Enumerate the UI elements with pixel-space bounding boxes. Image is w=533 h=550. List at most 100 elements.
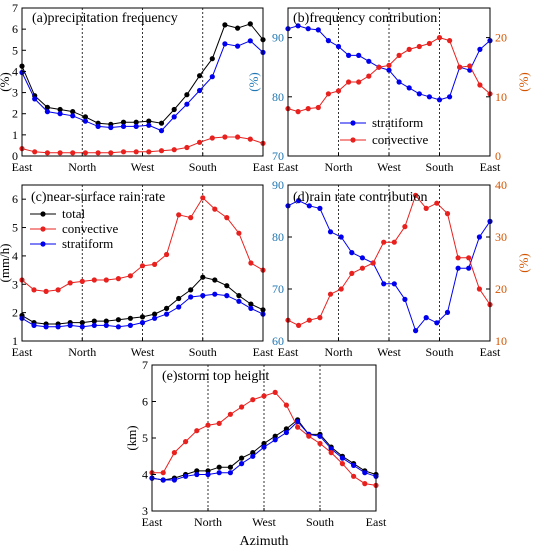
data-point [235, 43, 241, 49]
data-point [55, 287, 61, 293]
x-tick-label: West [252, 515, 276, 529]
data-point [328, 450, 334, 456]
data-point [402, 296, 408, 302]
data-point [467, 63, 473, 69]
data-point [476, 234, 482, 240]
data-point [366, 58, 372, 64]
data-point [296, 198, 302, 204]
data-point [183, 473, 189, 479]
panel-title: (e)storm top height [162, 369, 269, 384]
data-point [349, 270, 355, 276]
data-point [216, 464, 222, 470]
data-point [79, 324, 85, 330]
data-point [370, 260, 376, 266]
y-tick-label-right: 10 [495, 90, 507, 104]
panel-title: (a)precipitation frequency [32, 11, 178, 26]
data-point [216, 420, 222, 426]
data-point [160, 470, 166, 476]
figure-xlabel: Azimuth [240, 534, 289, 549]
y-tick-label: 3 [12, 277, 18, 291]
data-point [406, 46, 412, 53]
y-axis-label-right: (%) [516, 72, 531, 92]
data-point [362, 470, 368, 476]
y-tick-label: 0 [12, 149, 18, 163]
y-tick-label-right: 20 [495, 31, 507, 45]
data-point [466, 265, 472, 271]
data-point [426, 94, 432, 100]
x-tick-label: West [131, 345, 155, 359]
data-point [359, 255, 365, 261]
data-point [43, 324, 49, 330]
y-axis-label: (%) [0, 72, 12, 92]
data-point [306, 433, 312, 439]
x-tick-label: North [68, 160, 96, 174]
data-point [250, 450, 256, 456]
data-point [212, 291, 218, 297]
data-point [133, 119, 139, 125]
data-point [212, 206, 218, 212]
data-point [164, 305, 170, 311]
data-point [188, 215, 194, 221]
data-point [222, 134, 228, 140]
x-tick-label: North [325, 345, 353, 359]
data-point [44, 150, 51, 156]
data-point [200, 195, 206, 201]
legend-label: convective [62, 221, 119, 236]
data-point [335, 88, 342, 94]
data-point [44, 104, 51, 110]
data-point [436, 35, 443, 41]
x-tick-label: South [425, 345, 453, 359]
data-point [67, 322, 73, 328]
data-point [317, 205, 323, 211]
x-tick-label: South [425, 160, 453, 174]
data-point [444, 309, 451, 315]
data-point [95, 150, 101, 156]
data-point [306, 317, 312, 323]
data-point [32, 96, 38, 102]
x-tick-label: South [306, 515, 334, 529]
data-point [194, 468, 200, 474]
data-point [317, 440, 323, 447]
y-tick-label: 90 [272, 178, 284, 192]
data-point [283, 402, 289, 408]
data-point [95, 123, 101, 129]
data-point [434, 320, 440, 326]
y-tick-label: 4 [142, 468, 148, 482]
data-point [325, 38, 331, 44]
data-point [205, 471, 211, 478]
data-point [91, 322, 97, 328]
data-point [236, 293, 242, 299]
data-point [171, 147, 177, 153]
data-point [205, 468, 211, 474]
data-point [176, 212, 182, 218]
data-point [115, 317, 121, 323]
data-point [283, 426, 289, 432]
y-tick-label: 5 [12, 221, 18, 235]
data-point [115, 324, 121, 330]
data-point [224, 293, 230, 299]
data-point [327, 291, 334, 297]
x-tick-label: North [68, 345, 96, 359]
data-point [127, 322, 133, 328]
data-point [455, 265, 461, 271]
y-tick-label: 3 [142, 504, 148, 518]
data-point [31, 287, 37, 293]
data-point [366, 73, 372, 79]
data-point [476, 286, 482, 292]
data-point [346, 79, 352, 85]
data-point [295, 419, 301, 425]
data-point [235, 134, 241, 140]
data-point [239, 455, 245, 461]
data-point [457, 64, 463, 70]
y-tick-label: 5 [142, 431, 148, 445]
y-axis-label-right: (%) [516, 253, 531, 273]
data-point [197, 139, 203, 145]
data-point [200, 274, 206, 280]
data-point [436, 97, 443, 103]
data-point [194, 471, 200, 478]
y-tick-label: 2 [12, 306, 18, 320]
data-point [158, 148, 165, 154]
data-point [222, 22, 228, 28]
y-tick-label-right: 40 [495, 178, 507, 192]
y-tick-label: 80 [272, 90, 284, 104]
